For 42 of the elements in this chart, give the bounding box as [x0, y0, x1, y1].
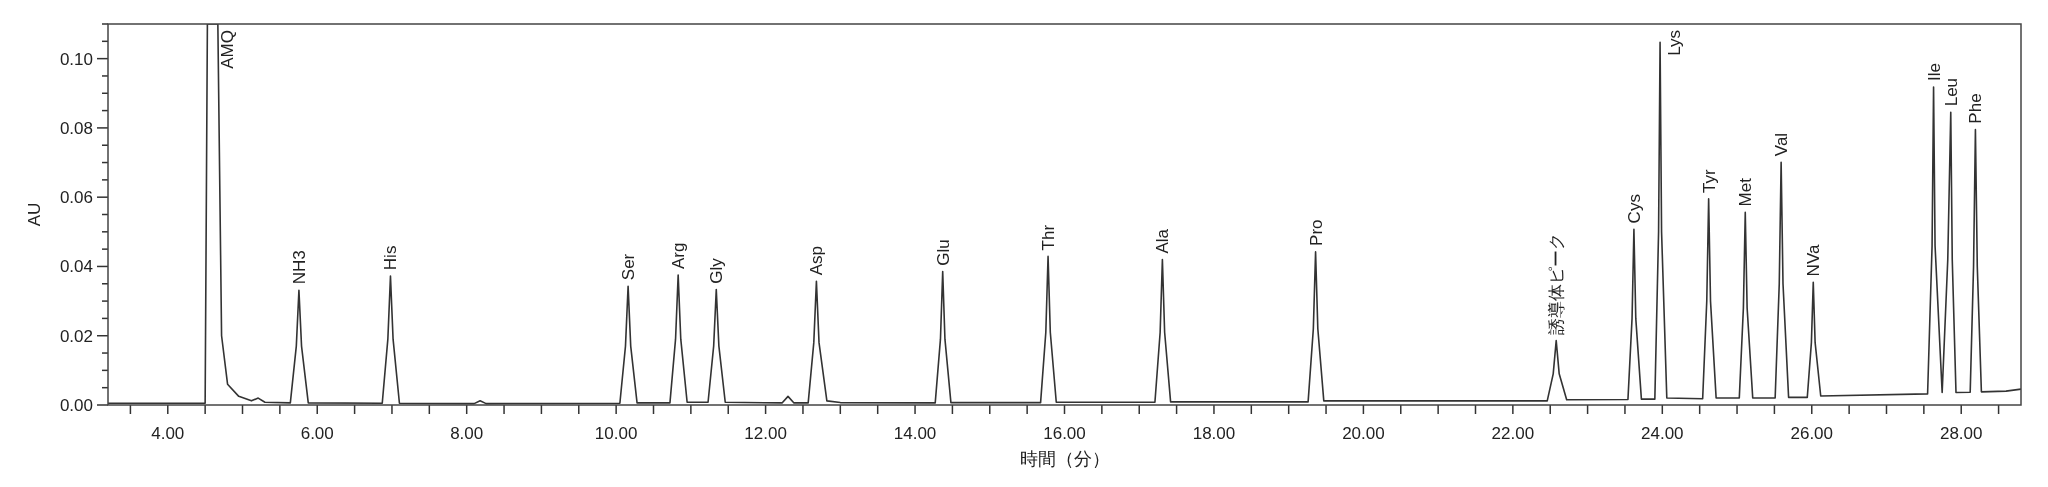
x-tick-label: 12.00 — [744, 424, 787, 443]
x-tick-label: 22.00 — [1491, 424, 1535, 443]
annotation: NH3 — [289, 250, 309, 285]
x-tick-label: 26.00 — [1790, 424, 1834, 443]
y-tick-label: 0.00 — [59, 396, 93, 415]
x-tick-label: 18.00 — [1192, 424, 1236, 443]
annotation: Arg — [669, 242, 689, 270]
annotation: Gly — [707, 257, 727, 284]
x-tick-label: 6.00 — [300, 424, 334, 443]
annotation: Ser — [619, 253, 639, 281]
x-tick-label: 14.00 — [893, 424, 937, 443]
y-tick-label: 0.10 — [59, 49, 93, 69]
annotation: Leu — [1941, 77, 1961, 107]
annotation: Ile — [1924, 63, 1944, 82]
x-tick-label: 8.00 — [450, 424, 484, 443]
annotation: Lys — [1665, 30, 1685, 56]
annotation: Phe — [1966, 93, 1986, 124]
annotation: Glu — [933, 239, 953, 266]
annotation: Tyr — [1699, 168, 1719, 193]
annotation: Ala — [1153, 228, 1173, 254]
y-tick-label: 0.08 — [59, 118, 93, 138]
y-tick-label: 0.02 — [59, 326, 93, 346]
x-axis-title: 時間（分） — [1019, 449, 1110, 469]
annotation: Val — [1772, 132, 1792, 157]
x-tick-label: 10.00 — [594, 424, 638, 443]
x-tick-label: 20.00 — [1342, 424, 1385, 443]
annotation: His — [381, 245, 401, 271]
x-tick-label: 28.00 — [1939, 424, 1983, 443]
y-tick-label: 0.06 — [59, 188, 93, 208]
annotation: Thr — [1039, 224, 1059, 251]
annotation: Cys — [1624, 194, 1644, 224]
x-tick-label: 24.00 — [1641, 424, 1684, 443]
annotation: Asp — [807, 246, 827, 276]
annotation: NVa — [1804, 244, 1824, 277]
y-axis-title: AU — [25, 202, 44, 227]
y-tick-label: 0.04 — [59, 257, 93, 277]
annotation: Pro — [1306, 219, 1326, 246]
annotation: Met — [1736, 177, 1756, 207]
annotation: AMQ — [217, 30, 237, 69]
annotation: 誘導体ピーク — [1547, 232, 1567, 335]
x-tick-label: 4.00 — [151, 424, 185, 443]
x-tick-label: 16.00 — [1043, 424, 1086, 443]
